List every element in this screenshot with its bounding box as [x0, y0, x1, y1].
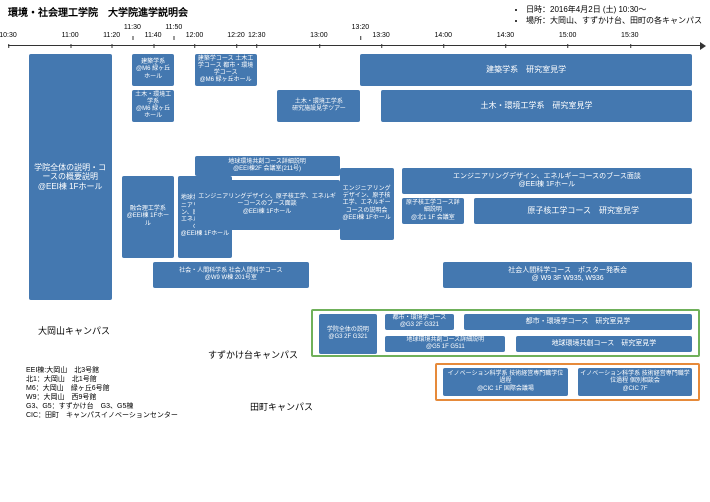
schedule-block: エンジニアリングデザイン、原子核工学、エネルギーコースの説明会@EEI棟 1Fホ…	[340, 168, 394, 240]
meta-date: 日時：2016年4月2日 (土) 10:30〜	[526, 4, 702, 15]
schedule-block: 土木・環境工学系 研究室見学	[381, 90, 692, 122]
tick-label: 12:20	[227, 32, 245, 39]
tick-label: 12:30	[248, 32, 266, 39]
schedule-block: 都市・環境学コース@G3 2F G321	[385, 314, 453, 330]
campus-label: すずかけ台キャンパス	[208, 348, 298, 361]
tick-label: 15:30	[621, 32, 639, 39]
schedule-block: 建築学コース 土木工学コース 都市・環境学コース@M6 緑ヶ丘ホール	[195, 54, 257, 86]
campus-label: 田町キャンパス	[250, 400, 313, 413]
schedule-block: 土木・環境工学系研究施設見学ツアー	[277, 90, 360, 122]
tick-label: 10:30	[0, 32, 17, 39]
schedule-block: 学院全体の説明@G3 2F G321	[319, 314, 377, 354]
schedule-block: エンジニアリングデザイン、原子核工学、エネルギーコースのブース面談@EEI棟 1…	[195, 180, 340, 230]
tick-label: 11:20	[103, 32, 120, 39]
tick-label: 14:30	[497, 32, 515, 39]
schedule-block: 土木・環境工学系@M6 緑ヶ丘ホール	[132, 90, 173, 122]
schedule-block: イノベーション科学系 技術経営専門職学位過程 個別相談会@CIC 7F	[578, 368, 692, 396]
schedule-block: 建築学系 研究室見学	[360, 54, 692, 86]
tick-label: 11:00	[62, 32, 79, 39]
schedule-block: エンジニアリングデザイン、エネルギーコースのブース面談@EEI棟 1Fホール	[402, 168, 692, 194]
tick-label: 13:00	[310, 32, 328, 39]
page-title: 環境・社会理工学院 大学院進学説明会	[8, 4, 188, 26]
schedule-block: 地球環境共創コース 研究室見学	[516, 336, 692, 352]
tick-label: 13:30	[372, 32, 390, 39]
schedule-block: 原子核工学コース詳細説明@北1 1F 会議室	[402, 198, 464, 224]
tick-label: 12:00	[186, 32, 204, 39]
schedule-block: 原子核工学コース 研究室見学	[474, 198, 692, 224]
campus-label: 大岡山キャンパス	[38, 324, 110, 337]
schedule-block: 都市・環境学コース 研究室見学	[464, 314, 692, 330]
schedule-block: 社会・人間科学系 社会人間科学コース@W9 W棟 201号室	[153, 262, 308, 288]
tick-label: 15:00	[559, 32, 577, 39]
schedule-block: 融合理工学系@EEI棟 1Fホール	[122, 176, 174, 258]
legend: EEI棟:大岡山 北3号館北1：大岡山 北1号館M6：大岡山 緑ヶ丘6号館W9：…	[26, 366, 178, 421]
schedule-block: 地球環境共創コース詳細説明@EEI棟2F 会議室(211号)	[195, 156, 340, 176]
schedule-block: イノベーション科学系 技術経営専門職学位過程@CIC 1F 国際会議場	[443, 368, 567, 396]
schedule-block: 地球環境共創コース詳細説明@G5 1F G511	[385, 336, 505, 352]
schedule-blocks: 学院全体の説明・コースの概要説明@EEI棟 1Fホール建築学系@M6 緑ヶ丘ホー…	[8, 46, 702, 346]
tick-label: 11:50	[165, 24, 182, 31]
tick-label: 11:40	[145, 32, 162, 39]
meta-info: 日時：2016年4月2日 (土) 10:30〜 場所：大岡山、すずかけ台、田町の…	[514, 4, 702, 26]
time-axis: 10:3011:0011:2011:3011:4011:5012:0012:20…	[8, 34, 702, 46]
schedule-block: 建築学系@M6 緑ヶ丘ホール	[132, 54, 173, 86]
tick-label: 14:00	[435, 32, 453, 39]
schedule-block: 社会人間科学コース ポスター発表会@ W9 3F W935, W936	[443, 262, 692, 288]
schedule-block: 学院全体の説明・コースの概要説明@EEI棟 1Fホール	[29, 54, 112, 300]
tick-label: 11:30	[124, 24, 141, 31]
tick-label: 13:20	[352, 24, 370, 31]
meta-place: 場所：大岡山、すずかけ台、田町の各キャンパス	[526, 15, 702, 26]
